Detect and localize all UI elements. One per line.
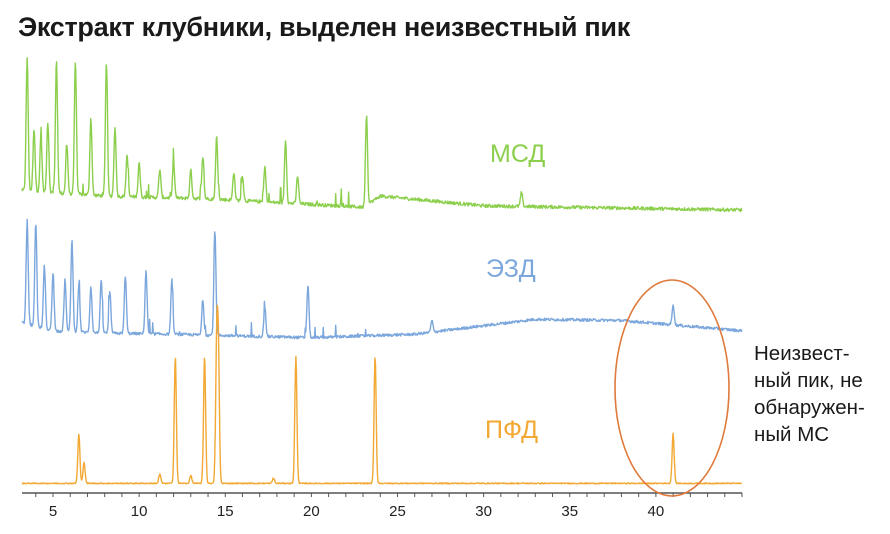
trace-label-2: ЭЗД bbox=[486, 255, 536, 283]
x-axis-ticks: 5 10 15 20 25 30 35 40 bbox=[35, 493, 743, 520]
x-tick-label: 5 bbox=[49, 503, 57, 520]
traces-group bbox=[21, 57, 743, 485]
annotation-line-4: ный МС bbox=[754, 423, 830, 446]
trace-2 bbox=[21, 218, 743, 340]
x-tick-label: 40 bbox=[648, 503, 665, 520]
x-tick-label: 20 bbox=[303, 503, 320, 520]
annotation-line-2: ный пик, не bbox=[754, 369, 863, 392]
trace-label-3: ПФД bbox=[485, 416, 538, 444]
trace-3 bbox=[21, 304, 742, 485]
x-tick-label: 30 bbox=[475, 503, 492, 520]
highlight-ellipse bbox=[614, 279, 730, 497]
trace-labels-group: МСД ЭЗД ПФД bbox=[485, 140, 545, 444]
annotation-note: Неизвест- ный пик, не обнаружен- ный МС bbox=[754, 340, 865, 448]
x-tick-label: 15 bbox=[217, 503, 234, 520]
x-tick-label: 35 bbox=[561, 503, 578, 520]
annotation-line-3: обнаружен- bbox=[754, 396, 865, 419]
x-tick-label: 25 bbox=[389, 503, 406, 520]
chart-title: Экстракт клубники, выделен неизвестный п… bbox=[18, 12, 630, 42]
trace-label-1: МСД bbox=[490, 140, 545, 168]
annotation-line-1: Неизвест- bbox=[754, 342, 850, 365]
trace-1 bbox=[21, 57, 743, 213]
x-tick-label: 10 bbox=[131, 503, 148, 520]
